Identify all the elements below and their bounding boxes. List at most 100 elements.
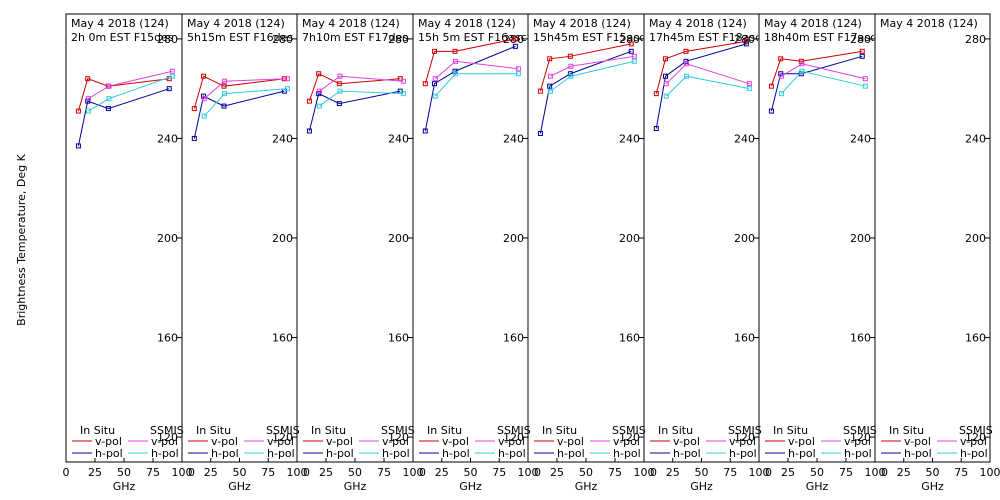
- legend-label-ssmis_h: h-pol: [151, 447, 179, 460]
- legend-label-ssmis_v: v-pol: [498, 435, 525, 448]
- legend-label-ssmis_v: v-pol: [382, 435, 409, 448]
- legend-label-insitu_h: h-pol: [95, 447, 123, 460]
- legend-label-insitu_h: h-pol: [673, 447, 701, 460]
- x-tick-label: 100: [403, 466, 424, 479]
- series-line-ssmis_h: [665, 75, 750, 97]
- legend-ssmis-title: SSMIS: [728, 424, 762, 437]
- x-tick-label: 75: [492, 466, 506, 479]
- data-point-insitu_h: [512, 43, 518, 49]
- y-tick-label: 160: [850, 332, 871, 345]
- data-point-insitu_h: [221, 103, 227, 109]
- data-point-insitu_v: [778, 56, 784, 62]
- series-line-insitu_v: [308, 73, 401, 102]
- data-point-insitu_h: [306, 128, 312, 134]
- data-point-ssmis_h: [169, 73, 175, 79]
- y-tick-label: 120: [272, 431, 293, 444]
- x-tick-label: 50: [926, 466, 940, 479]
- y-tick-label: 240: [965, 132, 986, 145]
- series-line-ssmis_h: [550, 60, 635, 92]
- x-tick-label: 75: [954, 466, 968, 479]
- y-axis-label: Brightness Temperature, Deg K: [15, 153, 28, 325]
- y-tick-label: 240: [734, 132, 755, 145]
- legend-label-insitu_h: h-pol: [557, 447, 585, 460]
- panel-title-date: May 4 2018 (124): [187, 17, 285, 30]
- data-point-insitu_h: [166, 86, 172, 92]
- x-tick-label: 50: [464, 466, 478, 479]
- data-point-ssmis_h: [684, 73, 690, 79]
- series-line-ssmis_h: [781, 70, 866, 94]
- series-line-insitu_v: [770, 50, 863, 87]
- panel-title-date: May 4 2018 (124): [533, 17, 631, 30]
- x-tick-label: 75: [377, 466, 391, 479]
- data-point-insitu_v: [221, 83, 227, 89]
- data-point-ssmis_h: [316, 103, 322, 109]
- legend-label-insitu_v: v-pol: [673, 435, 700, 448]
- x-axis-label: GHz: [344, 480, 367, 493]
- y-tick-label: 240: [619, 132, 640, 145]
- y-tick-label: 280: [272, 33, 293, 46]
- panel-title-group: May 4 2018 (124)15h45m EST F15asc: [533, 17, 645, 44]
- data-point-ssmis_v: [862, 76, 868, 82]
- legend-label-insitu_v: v-pol: [442, 435, 469, 448]
- series-line-insitu_h: [193, 90, 285, 139]
- x-tick-label: 50: [348, 466, 362, 479]
- data-point-ssmis_h: [663, 93, 669, 99]
- data-point-ssmis_h: [453, 71, 459, 77]
- panel-8: May 4 2018 (124) 120 160 200 240 280 0 25 50 75 10…: [874, 13, 1000, 493]
- x-tick-label: 75: [608, 466, 622, 479]
- legend-ssmis-title: SSMIS: [843, 424, 877, 437]
- data-point-ssmis_h: [106, 96, 112, 102]
- legend-label-ssmis_v: v-pol: [960, 435, 987, 448]
- series-line-ssmis_h: [88, 75, 173, 112]
- y-tick-label: 280: [157, 33, 178, 46]
- x-tick-label: 0: [765, 466, 772, 479]
- x-tick-label: 50: [695, 466, 709, 479]
- y-tick-label: 160: [734, 332, 755, 345]
- data-point-ssmis_v: [106, 83, 112, 89]
- x-tick-label: 100: [287, 466, 308, 479]
- series-line-insitu_h: [77, 88, 170, 147]
- panel-title-group: May 4 2018 (124)15h 5m EST F16asc: [418, 17, 527, 44]
- legend-label-insitu_h: h-pol: [442, 447, 470, 460]
- series-line-insitu_h: [308, 90, 401, 132]
- data-point-insitu_v: [75, 108, 81, 114]
- data-point-insitu_h: [743, 41, 749, 47]
- data-point-ssmis_v: [453, 58, 459, 64]
- legend-label-insitu_h: h-pol: [211, 447, 239, 460]
- data-point-insitu_v: [306, 98, 312, 104]
- series-line-insitu_v: [424, 38, 516, 84]
- y-tick-label: 200: [157, 232, 178, 245]
- data-point-insitu_v: [628, 41, 634, 47]
- data-point-insitu_v: [567, 53, 573, 59]
- y-tick-label: 120: [850, 431, 871, 444]
- data-point-ssmis_h: [337, 88, 343, 94]
- x-axis-label: GHz: [228, 480, 251, 493]
- data-point-insitu_h: [859, 53, 865, 59]
- series-line-ssmis_v: [203, 78, 288, 100]
- x-axis-label: GHz: [113, 480, 136, 493]
- data-point-insitu_h: [628, 48, 634, 54]
- x-tick-label: 0: [881, 466, 888, 479]
- panel-title-group: May 4 2018 (124)17h45m EST F18asc: [649, 17, 758, 44]
- x-tick-label: 0: [188, 466, 195, 479]
- x-axis-label: GHz: [459, 480, 482, 493]
- legend-label-insitu_v: v-pol: [904, 435, 931, 448]
- panel-title-date: May 4 2018 (124): [649, 17, 747, 30]
- legend-ssmis-title: SSMIS: [497, 424, 531, 437]
- data-point-insitu_v: [85, 76, 91, 82]
- panel-title-group: May 4 2018 (124)5h15m EST F16des: [187, 17, 293, 44]
- legend-insitu-title: In Situ: [658, 424, 693, 437]
- y-tick-label: 200: [850, 232, 871, 245]
- data-point-ssmis_h: [862, 83, 868, 89]
- x-tick-label: 75: [261, 466, 275, 479]
- series-line-insitu_v: [539, 43, 632, 92]
- panel-title-time: 15h45m EST F15asc: [533, 31, 645, 44]
- series-line-insitu_h: [655, 43, 747, 129]
- x-tick-label: 50: [810, 466, 824, 479]
- data-point-ssmis_h: [201, 113, 207, 119]
- legend-insitu-title: In Situ: [427, 424, 462, 437]
- legend-label-ssmis_v: v-pol: [151, 435, 178, 448]
- y-tick-label: 280: [388, 33, 409, 46]
- data-point-insitu_h: [336, 101, 342, 107]
